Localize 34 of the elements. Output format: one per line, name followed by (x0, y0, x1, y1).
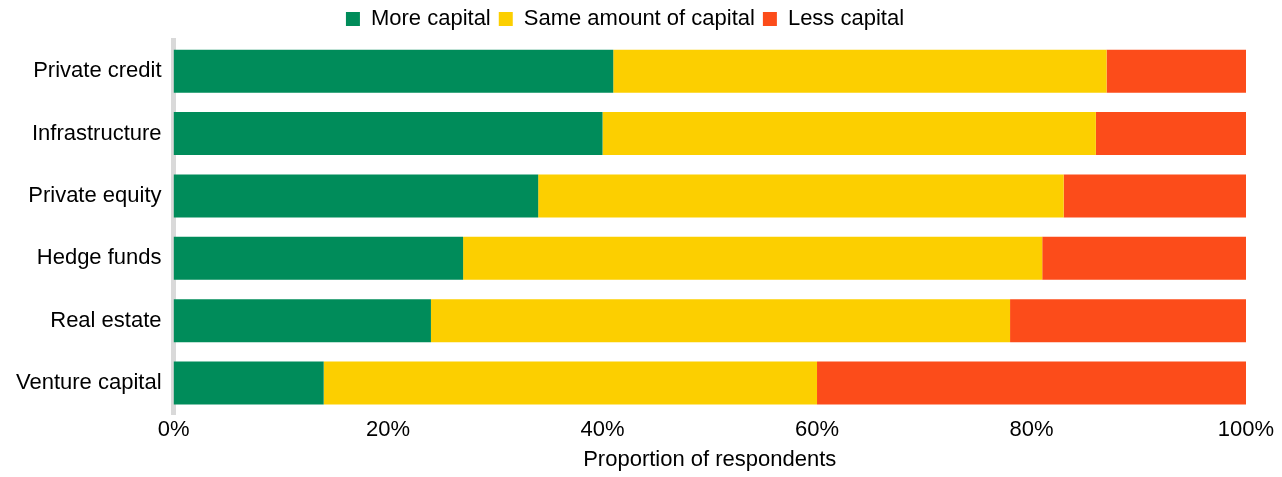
bar (173, 299, 431, 343)
bar (463, 236, 1043, 280)
x-tick-label: 0% (157, 416, 190, 442)
bar (173, 49, 614, 93)
bar (1010, 299, 1246, 343)
x-tick-label: 100% (1217, 416, 1275, 442)
y-tick-label: Private credit (33, 57, 162, 83)
bar (817, 361, 1246, 405)
bar (173, 361, 324, 405)
bar (173, 236, 464, 280)
bar (173, 174, 539, 218)
x-axis-title: Proportion of respondents (583, 445, 837, 471)
bar (1063, 174, 1246, 218)
legend-label: Less capital (787, 5, 905, 31)
x-tick-label: 40% (580, 416, 625, 442)
bar (602, 112, 1096, 156)
x-tick-label: 20% (366, 416, 411, 442)
legend-label: More capital (370, 5, 491, 31)
bar (1042, 236, 1246, 280)
y-tick-label: Infrastructure (31, 119, 162, 145)
bar (1095, 112, 1246, 156)
y-tick-label: Venture capital (16, 369, 162, 395)
bar (613, 49, 1107, 93)
bar (323, 361, 818, 405)
bar (1106, 49, 1246, 93)
x-tick-label: 80% (1009, 416, 1054, 442)
bar (173, 112, 603, 156)
x-tick-label: 60% (794, 416, 840, 442)
legend-label: Same amount of capital (523, 5, 755, 31)
y-tick-label: Private equity (28, 181, 162, 207)
bar (430, 299, 1011, 343)
bar (538, 174, 1064, 218)
y-tick-label: Real estate (50, 306, 162, 332)
y-tick-label: Hedge funds (36, 244, 162, 270)
